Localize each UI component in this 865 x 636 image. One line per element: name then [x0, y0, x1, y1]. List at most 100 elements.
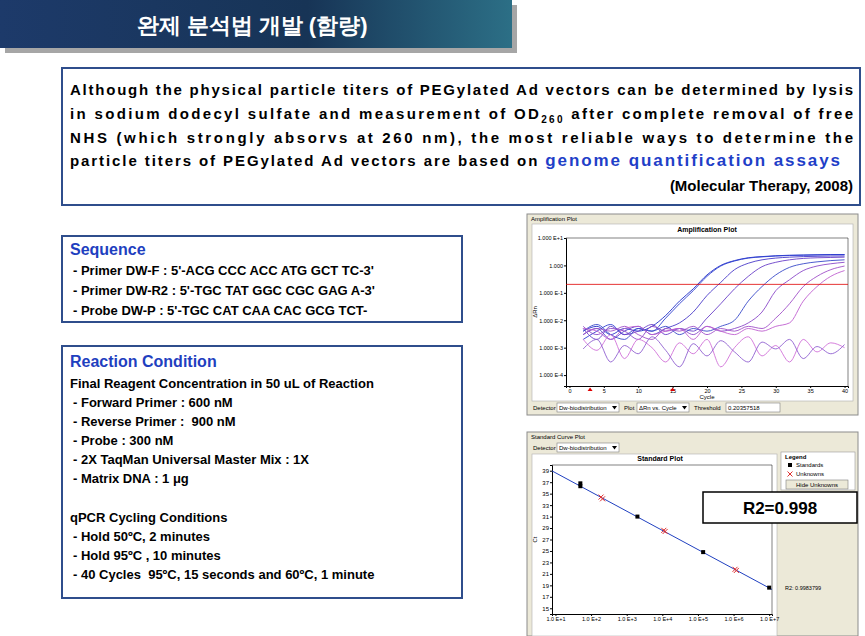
- y-axis-title: Ct: [532, 536, 538, 542]
- y-tick: 21: [542, 571, 552, 577]
- y-tick-label: 1.000 E-3: [539, 345, 563, 351]
- x-tick: 1.0 E+1: [546, 614, 565, 622]
- legend-frame: [781, 452, 855, 490]
- x-tick: 1.0 E+6: [724, 614, 743, 622]
- x-tick-label: 1.0 E+3: [618, 616, 637, 622]
- y-tick-mark: [550, 597, 552, 598]
- y-tick: 1.000 E-2: [539, 318, 566, 324]
- quote-text: particle titers of PEGylated Ad vectors …: [70, 152, 543, 169]
- quote-box: [62, 68, 860, 205]
- sequence-box: [62, 236, 462, 322]
- cycling-item: - 40 Cycles 95ºC, 15 seconds and 60ºC, 1…: [73, 567, 374, 582]
- plot-frame-right: [772, 465, 773, 614]
- amplification-curve: [583, 256, 844, 339]
- quote-text: Although the physical particle titers of…: [70, 81, 853, 98]
- reaction-item: - Forward Primer : 600 nM: [73, 395, 233, 410]
- y-tick-label: 1.000: [549, 263, 563, 269]
- legend-marker: [788, 463, 792, 467]
- data-point: [734, 568, 739, 573]
- y-tick-mark: [550, 574, 552, 575]
- cycling-title: qPCR Cycling Conditions: [70, 510, 227, 525]
- window-frame: [527, 432, 858, 636]
- x-tick-label: 40: [842, 388, 848, 394]
- amplification-curve: [583, 260, 844, 340]
- legend-entry: Standards: [796, 462, 823, 468]
- y-axis-title: ΔRn: [532, 306, 538, 318]
- x-tick-label: 25: [739, 388, 745, 394]
- y-tick-label: 25: [542, 548, 549, 554]
- y-tick: 1.000 E-1: [539, 290, 566, 296]
- r2-annotation: R2=0.998: [743, 499, 817, 518]
- y-tick-label: 23: [542, 560, 549, 566]
- x-tick: 35: [808, 386, 814, 394]
- detector-label: Detector: [533, 445, 556, 451]
- r2-box: [703, 492, 857, 523]
- y-tick-label: 19: [542, 583, 549, 589]
- dropdown: [557, 443, 619, 452]
- x-tick: 1.0 E+5: [689, 614, 708, 622]
- amplification-curve: [583, 266, 844, 339]
- y-tick: 15: [542, 606, 552, 612]
- x-tick-label: 0: [568, 388, 571, 394]
- y-tick: 23: [542, 560, 552, 566]
- plot-panel: [532, 454, 777, 636]
- threshold-line: [566, 284, 848, 285]
- dropdown: [557, 403, 619, 412]
- x-axis: 0510152025303540: [567, 386, 849, 394]
- dropdown-value: Dw-biodistribution: [559, 445, 607, 451]
- dropdown: [637, 403, 689, 412]
- y-tick-label: 1.000 E-4: [539, 372, 563, 378]
- header-title: 완제 분석법 개발 (함량): [137, 13, 368, 38]
- y-tick-mark: [550, 505, 552, 506]
- data-point: [663, 529, 668, 534]
- y-tick-label: 17: [542, 594, 549, 600]
- x-tick-label: 1.0 E+7: [760, 616, 779, 622]
- y-tick-label: 33: [542, 503, 549, 509]
- y-tick-mark: [550, 608, 552, 609]
- y-tick: 29: [542, 525, 552, 531]
- x-tick: 10: [636, 386, 642, 394]
- y-tick: 1.000 E-3: [539, 345, 566, 351]
- x-tick: 1.0 E+3: [618, 614, 637, 622]
- plot-label: Plot: [624, 405, 635, 411]
- y-tick-mark: [564, 375, 566, 376]
- y-tick: 27: [542, 537, 552, 543]
- hide-button[interactable]: [786, 480, 848, 489]
- y-tick-label: 31: [542, 514, 549, 520]
- y-tick: 25: [542, 548, 552, 554]
- y-tick-label: 35: [542, 491, 549, 497]
- sequence-line: - Primer DW-F : 5'-ACG CCC ACC ATG GCT T…: [73, 263, 374, 278]
- y-tick: 19: [542, 583, 552, 589]
- fit-line: [552, 471, 772, 590]
- dropdown-value: Dw-biodistribution: [559, 405, 607, 411]
- quote-text: in sodium dodecyl sulfate and measuremen…: [70, 105, 539, 122]
- y-tick-label: 37: [542, 480, 549, 486]
- chart-title: Amplification Plot: [677, 226, 737, 234]
- x-tick: 0: [568, 386, 571, 394]
- y-tick-mark: [564, 348, 566, 349]
- y-tick-label: 29: [542, 525, 549, 531]
- quote-text: NHS (which strongly absorvs at 260 nm), …: [70, 129, 853, 146]
- baseline-marker: [588, 388, 593, 392]
- chart-title: Standard Plot: [637, 455, 683, 462]
- x-tick-label: 1.0 E+5: [689, 616, 708, 622]
- reaction-item: - 2X TaqMan Universal Master Mix : 1X: [73, 452, 309, 467]
- detector-label: Detector: [533, 405, 556, 411]
- y-tick: 1.000 E+1: [538, 235, 566, 241]
- y-tick-label: 39: [542, 468, 549, 474]
- hide-button-label[interactable]: Hide Unknowns: [796, 482, 838, 488]
- plot-panel: [532, 224, 853, 401]
- reaction-item: - Probe : 300 nM: [73, 433, 173, 448]
- x-tick-label: 5: [603, 388, 606, 394]
- standard-curve-window: Standard Curve Plot DetectorDw-biodistrib…: [527, 432, 858, 636]
- window-title: Amplification Plot: [531, 216, 577, 222]
- reaction-subtitle: Final Reagent Concentration in 50 uL of …: [70, 376, 374, 391]
- amplification-window: Amplification Plot Amplification Plot 0 5 10…: [527, 214, 858, 415]
- quote-line: in sodium dodecyl sulfate and measuremen…: [70, 105, 853, 125]
- window-title: Standard Curve Plot: [531, 434, 585, 440]
- amplification-curve: [583, 335, 844, 367]
- y-tick: 31: [542, 514, 552, 520]
- y-tick-mark: [564, 265, 566, 266]
- x-tick: 1.0 E+7: [760, 614, 779, 622]
- x-tick-label: 15: [670, 388, 676, 394]
